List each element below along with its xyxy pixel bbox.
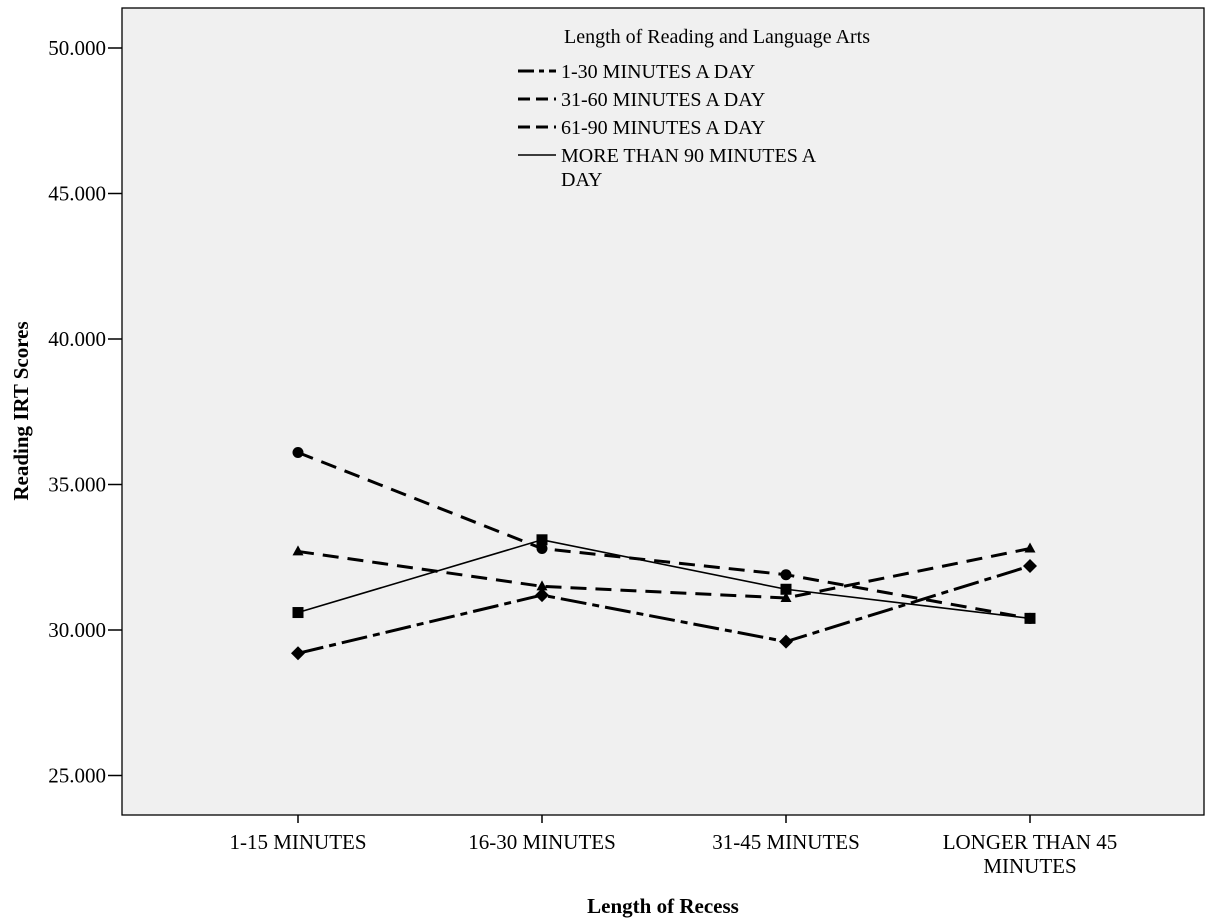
series-layer: [291, 446, 1037, 661]
y-axis: 25.000 30.000 35.000 40.000 45.000 50.000: [48, 36, 122, 788]
legend-item: MORE THAN 90 MINUTES A DAY: [518, 145, 817, 191]
data-point: [292, 446, 304, 458]
x-tick-label: 31-45 MINUTES: [712, 830, 860, 854]
x-axis: 1-15 MINUTES 16-30 MINUTES 31-45 MINUTES LO…: [229, 815, 1117, 878]
y-tick-label: 50.000: [48, 36, 106, 60]
y-tick-label: 25.000: [48, 764, 106, 788]
series-4: [292, 534, 1036, 624]
data-point: [536, 534, 548, 546]
data-point: [780, 591, 792, 602]
data-point: [535, 588, 549, 603]
data-point: [1024, 542, 1036, 553]
series-line: [297, 451, 1031, 620]
legend-item: 61-90 MINUTES A DAY: [518, 117, 765, 139]
y-axis-title: Reading IRT Scores: [9, 321, 33, 500]
data-point: [536, 580, 548, 591]
data-point: [779, 634, 793, 649]
legend-label: 31-60 MINUTES A DAY: [561, 89, 765, 111]
x-tick-label: 16-30 MINUTES: [468, 830, 616, 854]
data-point: [292, 607, 304, 619]
data-point: [1024, 612, 1036, 624]
legend-label: MORE THAN 90 MINUTES A DAY: [561, 145, 817, 191]
data-point: [536, 543, 548, 555]
legend: Length of Reading and Language Arts 1-30 …: [518, 26, 870, 191]
series-line: [297, 538, 1031, 620]
y-tick-label: 40.000: [48, 327, 106, 351]
legend-item: 31-60 MINUTES A DAY: [518, 89, 765, 111]
plot-area: [121, 7, 1205, 816]
data-point: [780, 569, 792, 581]
data-point: [291, 646, 305, 661]
series-line: [297, 564, 1031, 655]
x-axis-title: Length of Recess: [587, 894, 739, 918]
data-point: [1023, 558, 1037, 573]
y-tick-label: 45.000: [48, 182, 106, 206]
legend-title: Length of Reading and Language Arts: [564, 26, 870, 48]
data-point: [780, 583, 792, 595]
data-point: [292, 545, 304, 556]
series-line: [297, 547, 1031, 600]
y-tick-label: 30.000: [48, 618, 106, 642]
legend-label: 61-90 MINUTES A DAY: [561, 117, 765, 139]
x-tick-label: LONGER THAN 45 MINUTES: [943, 830, 1118, 878]
series-1: [291, 558, 1037, 661]
legend-item: 1-30 MINUTES A DAY: [518, 61, 755, 83]
x-tick-label: 1-15 MINUTES: [229, 830, 366, 854]
y-tick-label: 35.000: [48, 473, 106, 497]
series-3: [292, 542, 1036, 602]
legend-label: 1-30 MINUTES A DAY: [561, 61, 755, 83]
